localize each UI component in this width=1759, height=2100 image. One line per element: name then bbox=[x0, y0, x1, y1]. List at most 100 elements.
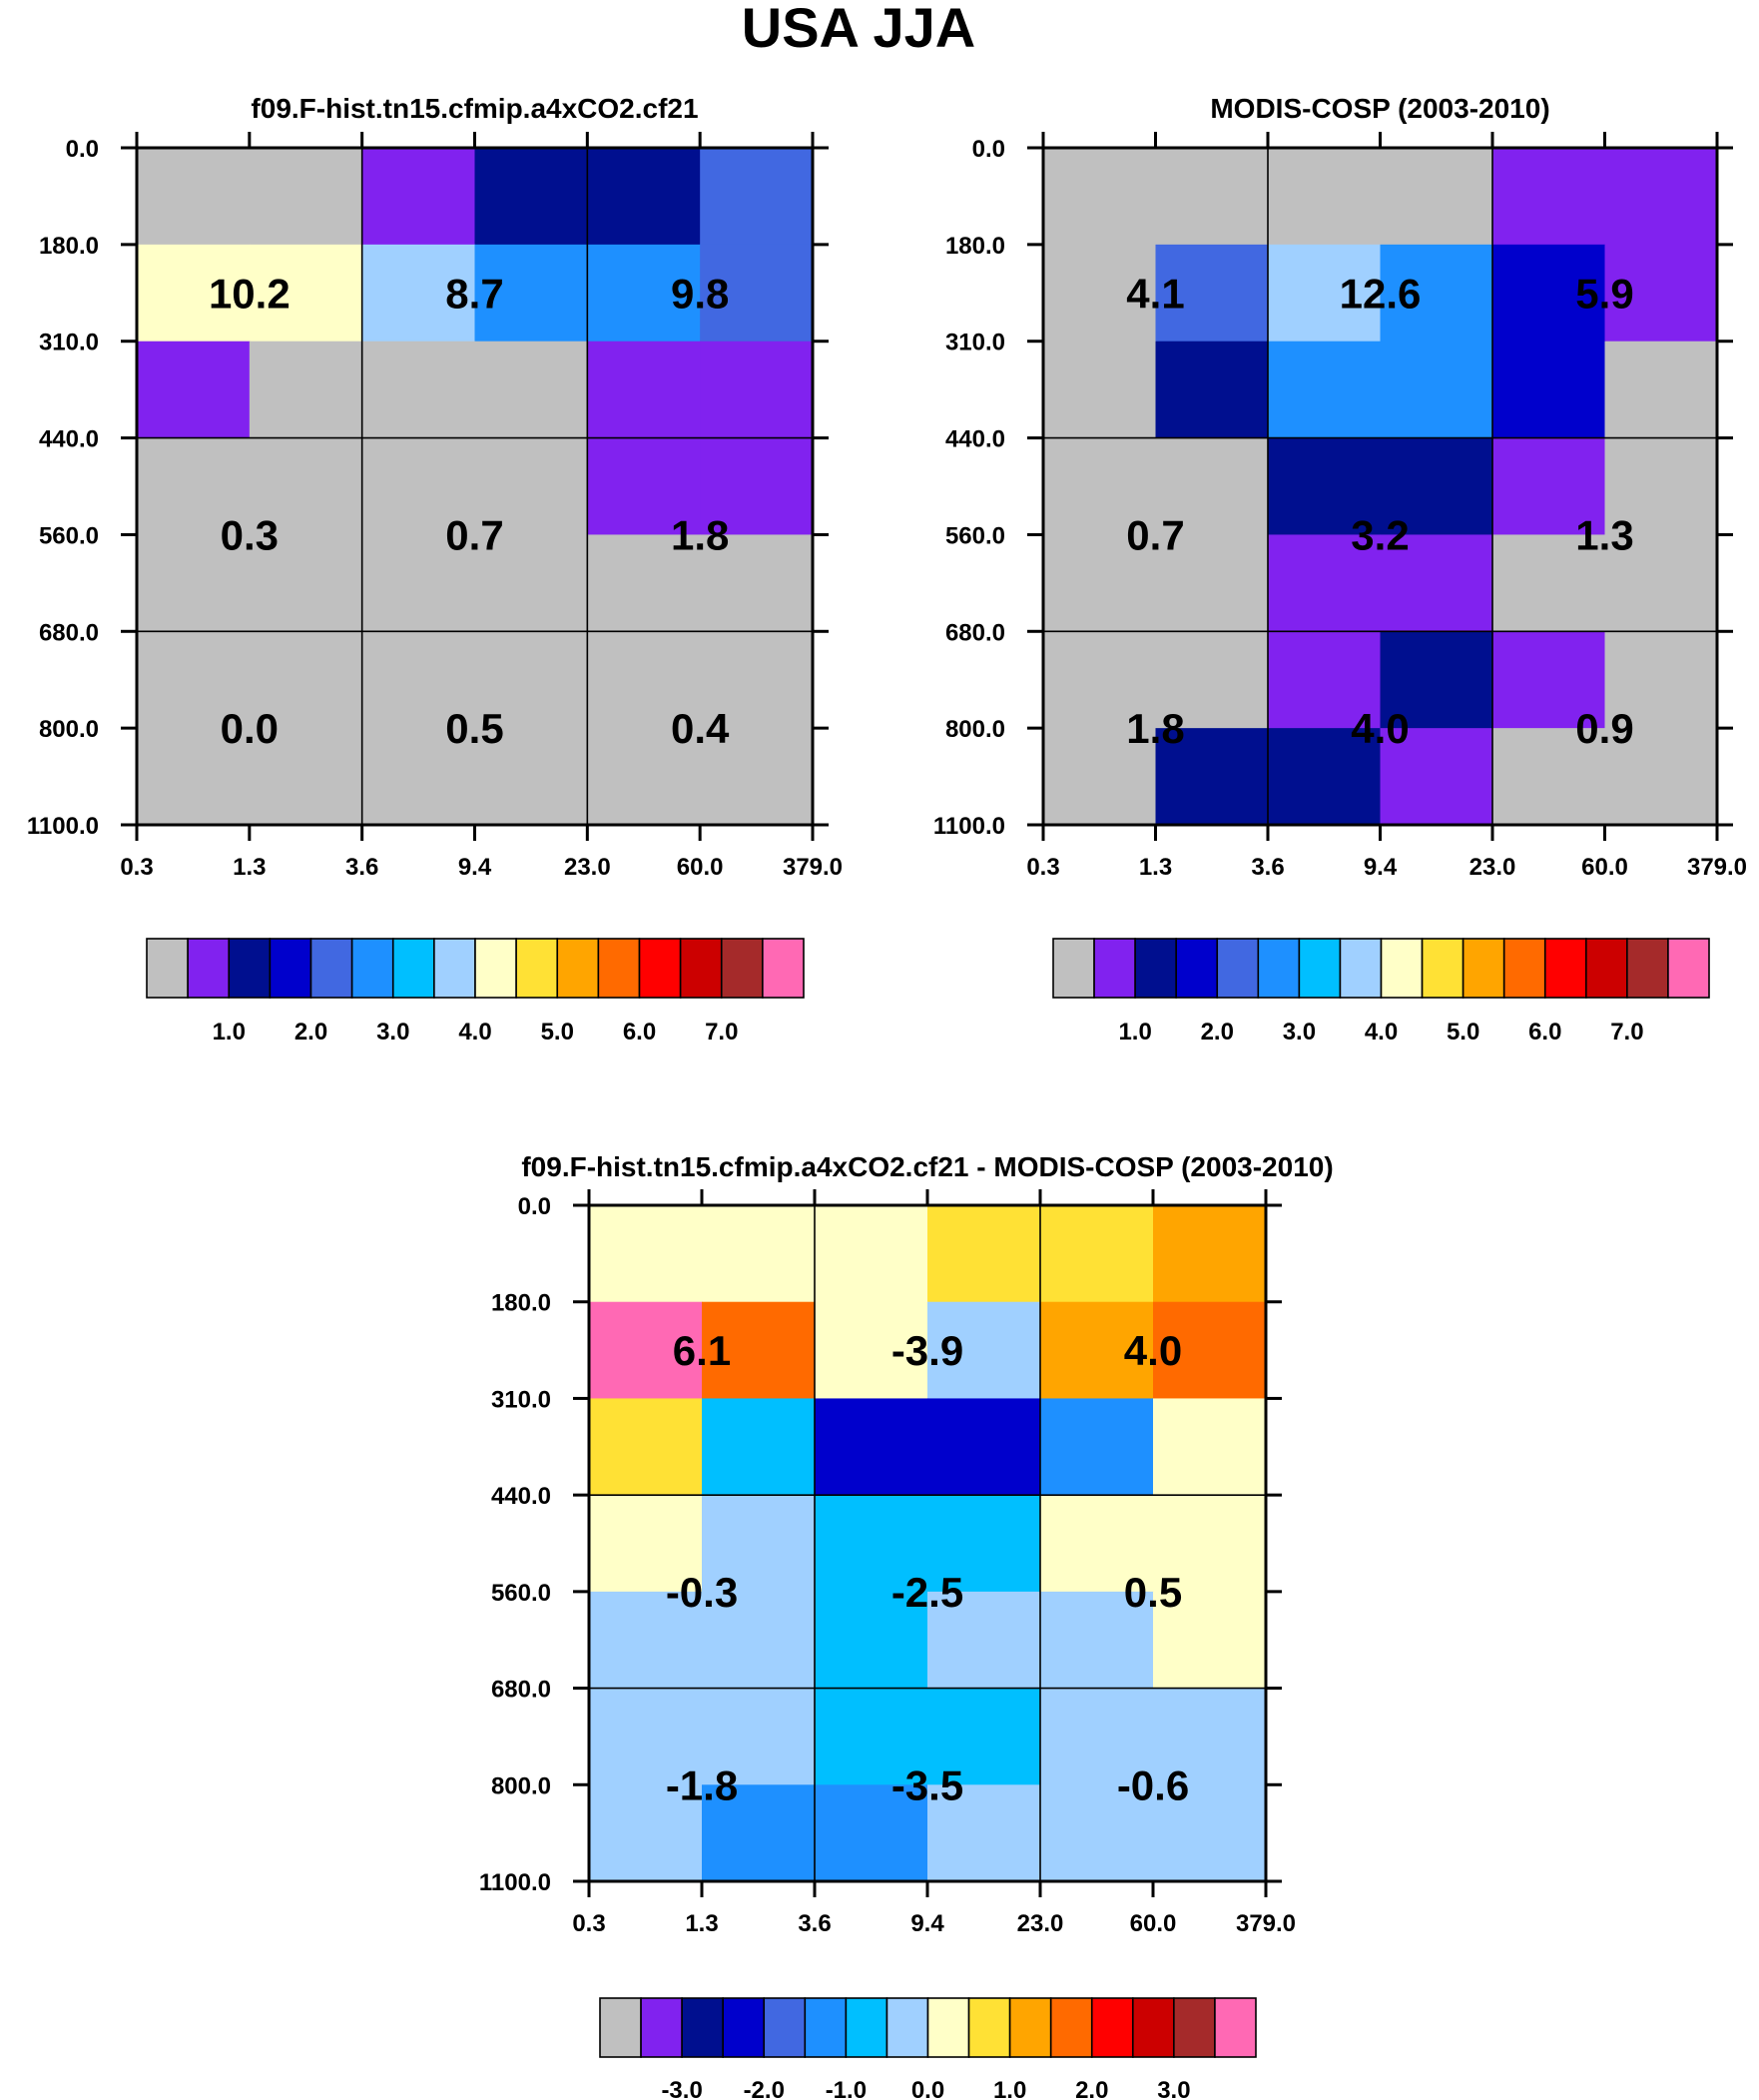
cell-value-label: 10.2 bbox=[209, 270, 291, 317]
heatmap-cell bbox=[702, 1591, 816, 1690]
heatmap-cell bbox=[589, 1398, 703, 1496]
colorbar-label: 4.0 bbox=[1365, 1019, 1398, 1046]
heatmap-cell bbox=[1043, 244, 1157, 343]
heatmap-cell bbox=[1155, 534, 1269, 632]
heatmap-cell bbox=[1492, 437, 1606, 536]
heatmap-cell bbox=[700, 341, 814, 439]
heatmap-cell bbox=[815, 1591, 928, 1690]
heatmap-cell bbox=[702, 1495, 816, 1593]
y-tick-label: 800.0 bbox=[945, 716, 1005, 743]
heatmap-cell bbox=[587, 437, 701, 536]
colorbar-box bbox=[1257, 938, 1301, 999]
heatmap-cell bbox=[1492, 244, 1606, 343]
colorbar-box bbox=[433, 938, 476, 999]
colorbar-box bbox=[556, 938, 600, 999]
y-tick-label: 440.0 bbox=[39, 426, 99, 453]
heatmap-cell bbox=[702, 1784, 816, 1882]
heatmap-cell bbox=[589, 1784, 703, 1882]
colorbar-box bbox=[1543, 938, 1587, 999]
colorbar-label: 1.0 bbox=[993, 2077, 1026, 2100]
x-tick-label: 0.3 bbox=[572, 1910, 605, 1937]
colorbar-box bbox=[597, 938, 641, 999]
y-tick-label: 560.0 bbox=[39, 522, 99, 549]
colorbar-box bbox=[1667, 938, 1710, 999]
colorbar-box bbox=[1214, 1997, 1257, 2058]
colorbar-label: 4.0 bbox=[458, 1019, 491, 1046]
heatmap-cell bbox=[1268, 728, 1382, 826]
colorbar-label: 6.0 bbox=[1528, 1019, 1561, 1046]
heatmap-cell bbox=[815, 1495, 928, 1593]
heatmap-cell bbox=[815, 1301, 928, 1400]
heatmap-cell bbox=[361, 437, 476, 536]
colorbar-box bbox=[1216, 938, 1260, 999]
heatmap-cell bbox=[1604, 728, 1718, 826]
chart-panel-3: f09.F-hist.tn15.cfmip.a4xCO2.cf21 - MODI… bbox=[479, 1151, 1334, 2100]
heatmap-cell bbox=[1153, 1205, 1267, 1303]
heatmap-cell bbox=[1492, 728, 1606, 826]
colorbar-box bbox=[679, 938, 723, 999]
y-tick-label: 0.0 bbox=[518, 1193, 551, 1220]
x-tick-label: 1.3 bbox=[685, 1910, 718, 1937]
colorbar: 1.0 2.0 3.0 4.0 5.0 6.0 7.0 bbox=[146, 938, 805, 1046]
y-tick-label: 1100.0 bbox=[479, 1869, 551, 1896]
heatmap-cell bbox=[1268, 148, 1382, 246]
x-tick-label: 23.0 bbox=[1017, 1910, 1064, 1937]
cell-value-label: -0.6 bbox=[1117, 1761, 1189, 1808]
heatmap-cell bbox=[137, 631, 251, 729]
colorbar-box bbox=[1421, 938, 1465, 999]
heatmap-cell bbox=[589, 1205, 703, 1303]
heatmap-cell bbox=[1153, 1784, 1267, 1882]
y-tick-label: 310.0 bbox=[39, 330, 99, 356]
colorbar-box bbox=[269, 938, 312, 999]
colorbar-box bbox=[1175, 938, 1219, 999]
heatmap-cell bbox=[1043, 341, 1157, 439]
colorbar-label: -3.0 bbox=[661, 2077, 702, 2100]
colorbar-box bbox=[1298, 938, 1342, 999]
colorbar: -3.0 -2.0 -1.0 0.0 1.0 2.0 3.0 bbox=[599, 1997, 1257, 2100]
colorbar-box bbox=[309, 938, 353, 999]
cell-value-label: 0.0 bbox=[221, 705, 279, 752]
heatmap-cell bbox=[1040, 1398, 1154, 1496]
cell-value-label: 0.5 bbox=[445, 705, 503, 752]
y-tick-label: 180.0 bbox=[945, 233, 1005, 260]
colorbar-box bbox=[228, 938, 272, 999]
colorbar-label: 7.0 bbox=[1610, 1019, 1643, 1046]
heatmap-cell bbox=[700, 437, 814, 536]
cell-value-label: 8.7 bbox=[445, 270, 503, 317]
colorbar-box bbox=[350, 938, 394, 999]
heatmap-cell bbox=[702, 1205, 816, 1303]
heatmap-cell bbox=[700, 631, 814, 729]
heatmap-cell bbox=[1380, 437, 1493, 536]
colorbar-box bbox=[804, 1997, 848, 2058]
heatmap-cell bbox=[249, 244, 363, 343]
heatmap-cell bbox=[1043, 631, 1157, 729]
heatmap-cell bbox=[589, 1591, 703, 1690]
x-tick-label: 23.0 bbox=[564, 854, 611, 881]
colorbar-box bbox=[515, 938, 559, 999]
x-tick-label: 3.6 bbox=[1251, 854, 1284, 881]
heatmap-cell bbox=[1043, 728, 1157, 826]
heatmap-cell bbox=[474, 534, 588, 632]
cell-value-label: 4.0 bbox=[1124, 1327, 1182, 1374]
cell-value-label: -2.5 bbox=[891, 1569, 963, 1616]
heatmap-cell bbox=[815, 1784, 928, 1882]
heatmap-cell bbox=[589, 1495, 703, 1593]
heatmap-cell bbox=[1380, 341, 1493, 439]
colorbar-box bbox=[391, 938, 435, 999]
heatmap-cell bbox=[1155, 728, 1269, 826]
colorbar-box bbox=[681, 1997, 724, 2058]
heatmap-cell bbox=[587, 148, 701, 246]
heatmap-cell bbox=[1043, 148, 1157, 246]
heatmap-cell bbox=[1153, 1591, 1267, 1690]
figure-title: USA JJA bbox=[742, 0, 975, 59]
heatmap-cell bbox=[137, 148, 251, 246]
x-tick-label: 9.4 bbox=[1364, 854, 1398, 881]
heatmap-cell bbox=[1604, 341, 1718, 439]
heatmap-cell bbox=[249, 341, 363, 439]
colorbar-label: 7.0 bbox=[705, 1019, 738, 1046]
x-tick-label: 60.0 bbox=[1130, 1910, 1177, 1937]
heatmap-cell bbox=[1604, 631, 1718, 729]
colorbar-label: 2.0 bbox=[1201, 1019, 1234, 1046]
panel-title: f09.F-hist.tn15.cfmip.a4xCO2.cf21 - MODI… bbox=[521, 1151, 1333, 1182]
heatmap-cell bbox=[1268, 244, 1382, 343]
